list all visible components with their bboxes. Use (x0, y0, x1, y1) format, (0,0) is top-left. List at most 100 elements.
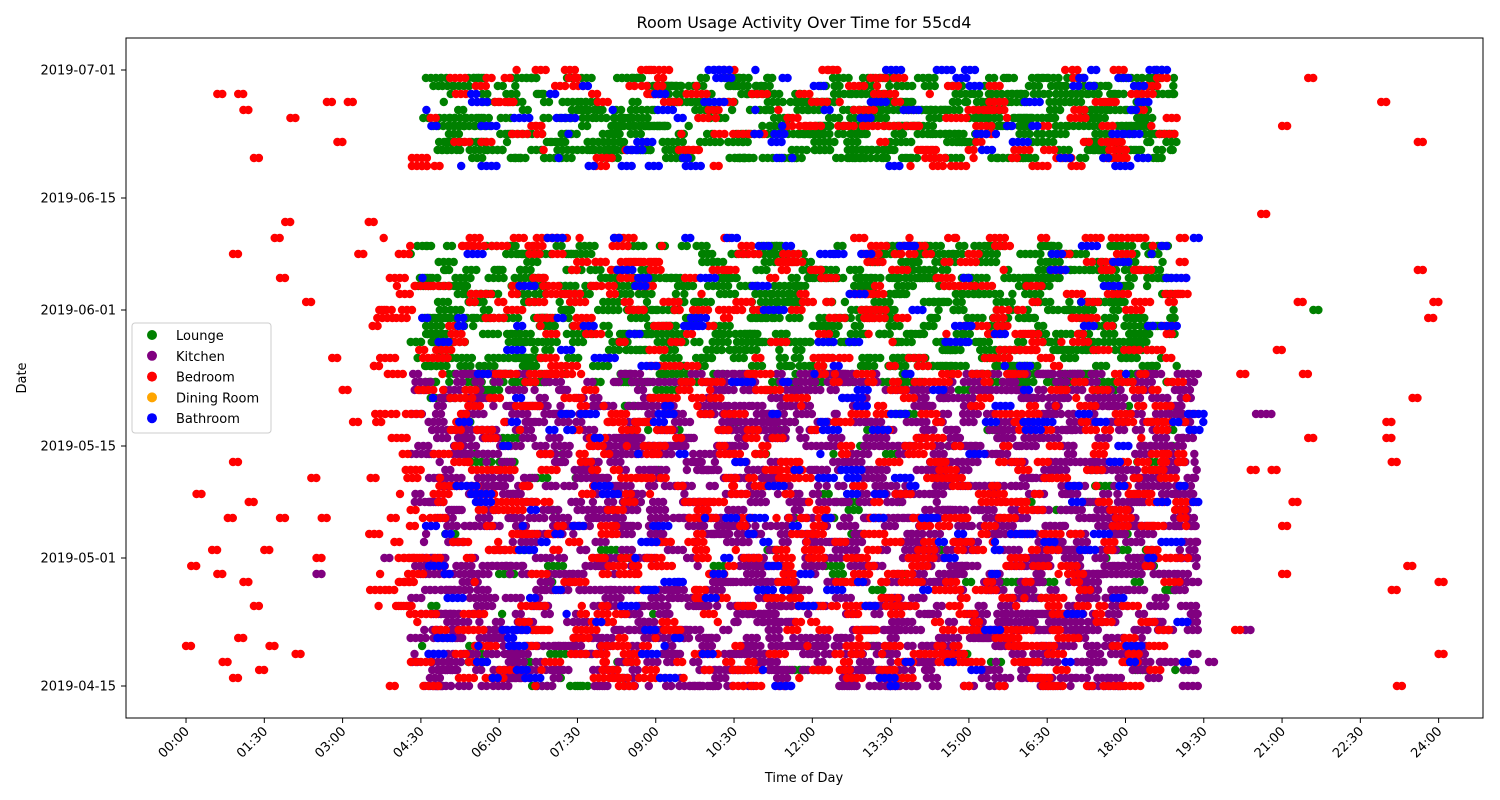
lounge-point (978, 313, 987, 323)
lounge-point (965, 329, 974, 339)
lounge-point (493, 329, 503, 339)
lounge-point (633, 97, 642, 107)
lounge-point (466, 273, 475, 283)
lounge-point (992, 249, 1001, 259)
kitchen-point (837, 433, 846, 443)
lounge-point (890, 305, 899, 315)
kitchen-point (703, 641, 712, 651)
lounge-point (770, 249, 779, 259)
kitchen-point (969, 377, 979, 387)
lounge-point (450, 113, 459, 123)
kitchen-point (662, 465, 671, 475)
kitchen-point (1082, 537, 1092, 547)
lounge-point (914, 257, 923, 267)
lounge-point (1061, 129, 1070, 139)
lounge-point (1060, 305, 1069, 315)
lounge-point (1172, 361, 1181, 371)
lounge-point (561, 137, 570, 147)
lounge-point (701, 73, 711, 83)
kitchen-point (882, 545, 892, 555)
kitchen-point (616, 593, 625, 603)
lounge-point (526, 265, 535, 275)
lounge-point (831, 329, 840, 339)
lounge-point (1064, 345, 1073, 355)
lounge-point (469, 313, 479, 323)
lounge-point (780, 353, 789, 363)
lounge-point (995, 289, 1005, 299)
lounge-point (590, 241, 599, 251)
kitchen-point (478, 569, 488, 579)
lounge-point (441, 265, 451, 275)
lounge-point (1078, 345, 1087, 355)
lounge-point (512, 89, 521, 99)
lounge-point (763, 73, 773, 83)
lounge-point (717, 345, 726, 355)
lounge-point (885, 329, 894, 339)
lounge-point (867, 273, 876, 283)
lounge-point (838, 569, 848, 579)
lounge-point (992, 153, 1001, 163)
lounge-point (440, 313, 450, 323)
lounge-point (532, 73, 541, 83)
lounge-point (509, 153, 519, 163)
lounge-point (604, 321, 613, 331)
lounge-point (588, 113, 597, 123)
kitchen-point (476, 377, 485, 387)
kitchen-point (673, 593, 683, 603)
lounge-point (636, 129, 645, 139)
lounge-point (454, 129, 464, 139)
kitchen-point (555, 433, 564, 443)
lounge-point (494, 385, 504, 395)
lounge-point (530, 345, 539, 355)
lounge-point (544, 97, 554, 107)
lounge-point (602, 113, 611, 123)
kitchen-point (616, 457, 625, 467)
lounge-point (874, 113, 883, 123)
lounge-point (1148, 361, 1157, 371)
lounge-point (1064, 145, 1074, 155)
lounge-point (1047, 113, 1057, 123)
lounge-point (1054, 73, 1063, 83)
kitchen-point (506, 473, 515, 483)
lounge-point (543, 337, 552, 347)
lounge-point (1044, 89, 1054, 99)
lounge-point (962, 97, 972, 107)
lounge-point (900, 289, 909, 299)
lounge-point (433, 273, 442, 283)
lounge-point (919, 329, 929, 339)
lounge-point (907, 137, 916, 147)
kitchen-point (1014, 545, 1023, 555)
lounge-point (953, 97, 963, 107)
lounge-point (700, 361, 709, 371)
kitchen-point (939, 449, 948, 459)
lounge-point (1038, 129, 1047, 139)
lounge-point (916, 273, 925, 283)
kitchen-point (626, 481, 635, 491)
lounge-point (885, 81, 894, 91)
lounge-point (633, 241, 643, 251)
lounge-point (934, 305, 943, 315)
lounge-point (539, 153, 549, 163)
kitchen-point (1158, 617, 1167, 627)
lounge-point (1088, 305, 1098, 315)
lounge-point (528, 361, 538, 371)
kitchen-point (635, 369, 645, 379)
kitchen-point (1062, 377, 1071, 387)
lounge-point (943, 265, 952, 275)
lounge-point (1172, 137, 1181, 147)
lounge-point (912, 153, 922, 163)
kitchen-point (609, 401, 618, 411)
kitchen-point (464, 681, 474, 691)
lounge-point (1154, 249, 1163, 259)
lounge-point (626, 289, 635, 299)
lounge-point (459, 121, 468, 131)
lounge-point (633, 113, 643, 123)
lounge-point (995, 113, 1004, 123)
lounge-point (955, 105, 964, 115)
lounge-point (846, 313, 855, 323)
lounge-point (642, 297, 652, 307)
lounge-point (908, 81, 917, 91)
lounge-point (715, 137, 725, 147)
lounge-point (825, 129, 834, 139)
